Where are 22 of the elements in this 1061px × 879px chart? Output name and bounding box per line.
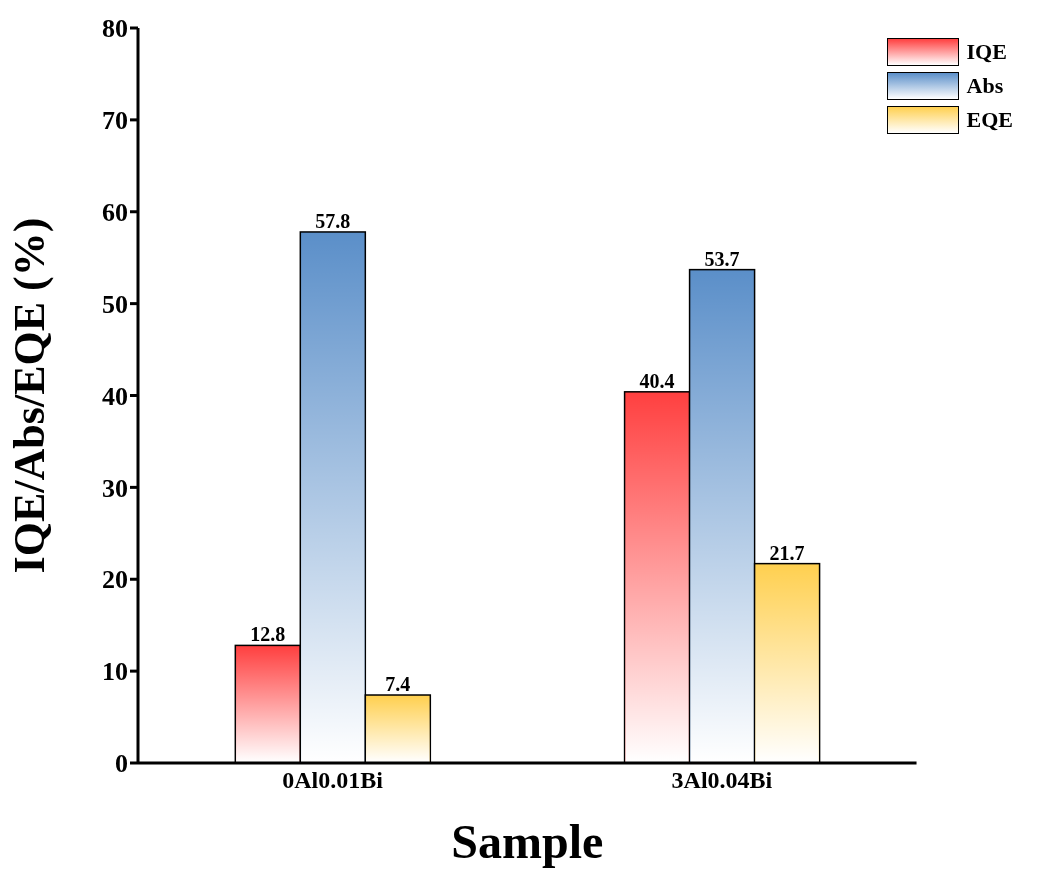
- data-label: 12.8: [250, 623, 286, 646]
- x-tick-label: 0Al0.01Bi: [282, 767, 384, 794]
- y-tick-label: 60: [102, 197, 128, 227]
- data-label: 40.4: [639, 369, 675, 392]
- y-tick-label: 50: [102, 289, 128, 319]
- legend-label: EQE: [966, 107, 1013, 133]
- data-label: 7.4: [385, 673, 411, 696]
- legend-label: IQE: [966, 39, 1007, 65]
- x-axis-title: Sample: [451, 815, 604, 868]
- data-label: 53.7: [704, 247, 740, 270]
- y-tick-label: 40: [102, 381, 128, 411]
- y-tick-label: 10: [102, 657, 128, 687]
- y-tick-label: 30: [102, 473, 128, 503]
- y-tick-label: 0: [115, 749, 128, 779]
- x-tick-label: 3Al0.04Bi: [671, 767, 773, 794]
- y-tick-label: 80: [102, 14, 128, 44]
- y-axis-title: IQE/Abs/EQE (%): [4, 217, 54, 574]
- legend-label: Abs: [966, 73, 1004, 99]
- data-label: 21.7: [769, 541, 805, 564]
- y-tick-label: 70: [102, 106, 128, 136]
- y-tick-label: 20: [102, 565, 128, 595]
- data-label: 57.8: [315, 209, 351, 232]
